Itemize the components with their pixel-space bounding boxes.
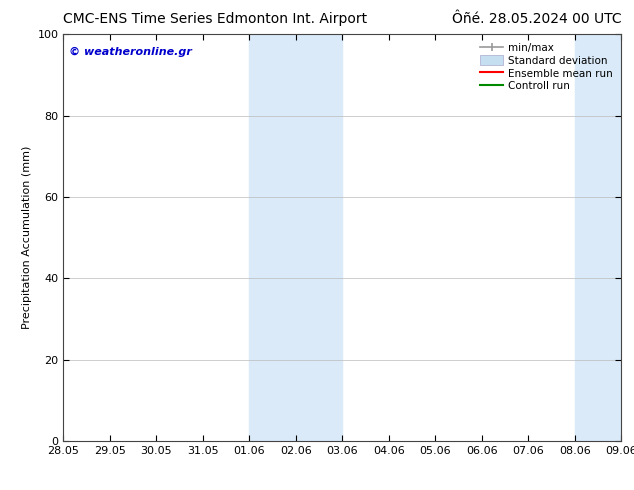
Bar xyxy=(249,34,342,441)
Text: CMC-ENS Time Series Edmonton Int. Airport: CMC-ENS Time Series Edmonton Int. Airpor… xyxy=(63,12,368,26)
Bar xyxy=(575,34,621,441)
Text: © weatheronline.gr: © weatheronline.gr xyxy=(69,47,192,56)
Text: Ôñé. 28.05.2024 00 UTC: Ôñé. 28.05.2024 00 UTC xyxy=(451,12,621,26)
Y-axis label: Precipitation Accumulation (mm): Precipitation Accumulation (mm) xyxy=(22,146,32,329)
Legend: min/max, Standard deviation, Ensemble mean run, Controll run: min/max, Standard deviation, Ensemble me… xyxy=(477,40,616,95)
